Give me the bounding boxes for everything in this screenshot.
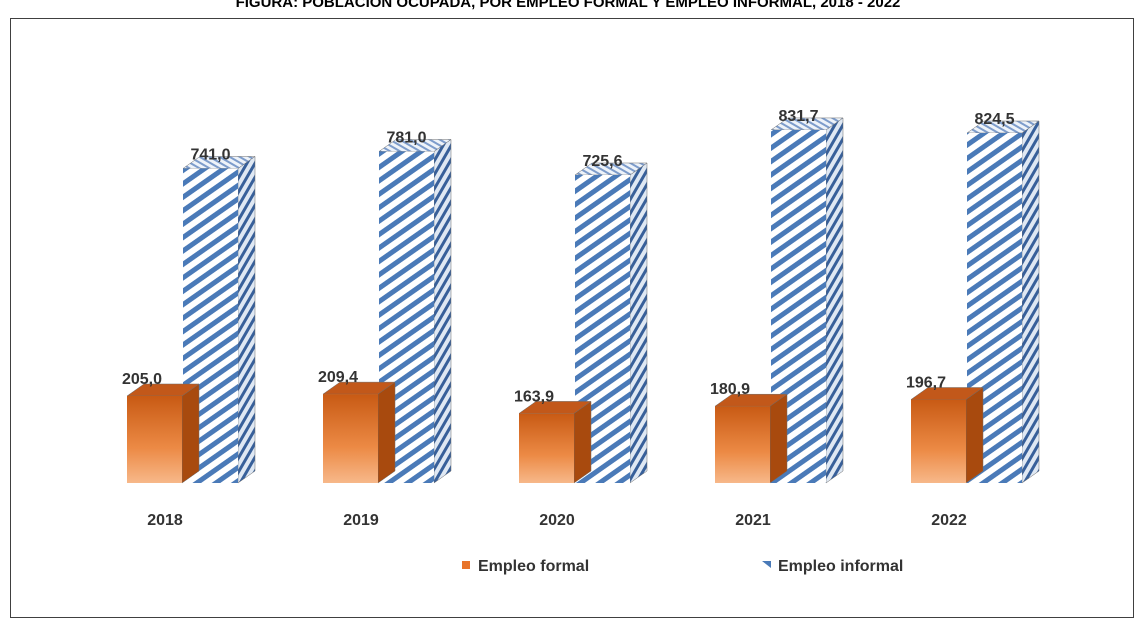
chart-title: FIGURA: POBLACIÓN OCUPADA, POR EMPLEO FO… [235, 0, 901, 11]
x-tick-label: 2018 [147, 512, 183, 529]
data-label-formal: 163,9 [514, 388, 554, 405]
data-label-formal: 205,0 [122, 371, 162, 388]
bar-empleo-formal [910, 387, 984, 484]
data-label-informal: 781,0 [386, 129, 426, 146]
x-tick-label: 2019 [343, 512, 379, 529]
bar-empleo-formal [322, 381, 396, 484]
data-label-formal: 209,4 [318, 369, 358, 386]
data-label-formal: 196,7 [906, 375, 946, 392]
bar-empleo-formal [126, 383, 200, 484]
legend-label-formal: Empleo formal [478, 558, 589, 575]
legend-label-informal: Empleo informal [778, 558, 903, 575]
legend-swatch-informal [762, 561, 771, 568]
legend-swatch-formal [462, 561, 470, 569]
data-label-informal: 831,7 [778, 108, 818, 125]
x-tick-label: 2022 [931, 512, 967, 529]
x-tick-label: 2020 [539, 512, 575, 529]
bar-empleo-informal [574, 162, 648, 484]
data-label-formal: 180,9 [710, 381, 750, 398]
data-label-informal: 741,0 [190, 146, 230, 163]
data-label-informal: 725,6 [582, 153, 622, 170]
bar-empleo-formal [518, 400, 592, 484]
bar-empleo-formal [714, 393, 788, 484]
data-label-informal: 824,5 [974, 111, 1014, 128]
x-tick-label: 2021 [735, 512, 771, 529]
